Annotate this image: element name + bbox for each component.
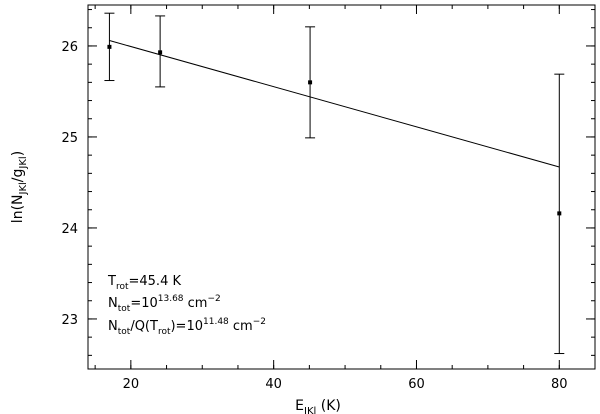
x-tick-label: 80 (551, 377, 568, 392)
y-axis-label: ln(NJKl/gJKl) (10, 151, 29, 223)
x-axis-label-sub: JKl (303, 406, 316, 414)
y-tick-label: 24 (61, 222, 78, 237)
annotation-ntot: Ntot=1013.68 cm−2 (108, 294, 221, 314)
plot-frame (87, 4, 596, 370)
data-point (107, 44, 112, 49)
y-axis-label-sub2: JKl (18, 156, 29, 169)
data-point (557, 211, 562, 216)
y-tick-label: 26 (61, 40, 78, 55)
y-axis-label-mid: /g (10, 169, 26, 183)
fit-line (109, 40, 560, 168)
y-tick-label: 25 (61, 131, 78, 146)
annotation-ntot-q: Ntot/Q(Trot)=1011.48 cm−2 (108, 317, 266, 337)
y-axis-label-pre: ln(N (10, 194, 26, 223)
y-tick-label: 23 (61, 313, 78, 328)
data-points (104, 12, 565, 355)
annotation-trot: Trot=45.4 K (107, 274, 181, 292)
data-point (308, 80, 313, 85)
tick-labels: 20 40 60 80 23 24 25 26 (61, 40, 567, 392)
x-tick-label: 20 (123, 377, 140, 392)
x-axis-label: EJKl (K) (295, 398, 341, 414)
axis-ticks (88, 5, 596, 369)
y-axis-label-sub1: JKl (18, 182, 29, 195)
x-axis-label-tail: (K) (316, 398, 341, 414)
x-axis-label-main: E (295, 398, 304, 414)
data-point (158, 50, 163, 55)
x-tick-label: 40 (265, 377, 282, 392)
x-tick-label: 60 (408, 377, 425, 392)
y-axis-label-post: ) (10, 151, 26, 156)
